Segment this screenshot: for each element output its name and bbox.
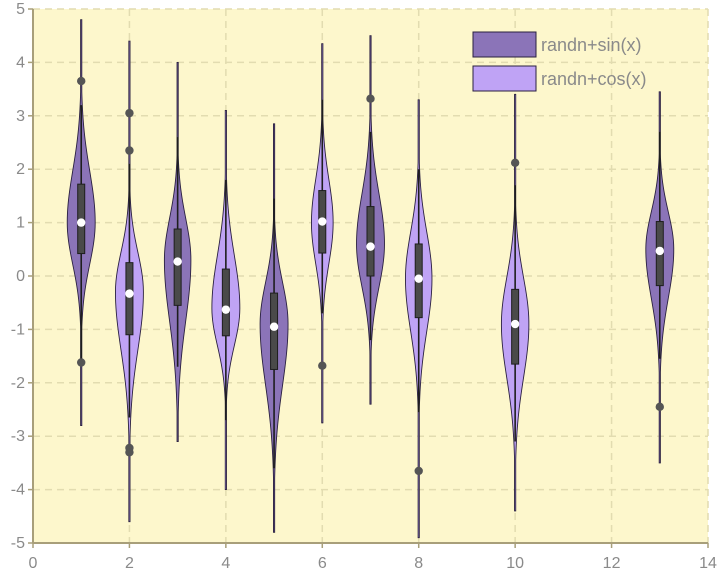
violin-iqr-box xyxy=(173,228,182,306)
x-tick-label: 14 xyxy=(699,555,717,572)
violin-median-point xyxy=(366,242,375,251)
violin-iqr-box xyxy=(366,206,375,277)
violin-group xyxy=(66,19,96,426)
violin-group xyxy=(259,123,289,533)
violin-median-point xyxy=(510,319,520,329)
y-tick-label: 3 xyxy=(16,108,25,125)
violin-median-point xyxy=(318,217,327,226)
legend-swatch xyxy=(472,65,537,92)
violin-group xyxy=(645,91,675,464)
y-tick-label: -5 xyxy=(11,535,25,552)
violin-iqr-box xyxy=(221,268,230,337)
y-tick-label: 0 xyxy=(16,268,25,285)
violin-median-point xyxy=(221,305,231,314)
violin-group xyxy=(356,35,385,405)
violin-outlier-point xyxy=(655,402,664,412)
violin-outlier-point xyxy=(77,358,86,367)
legend: randn+sin(x) randn+cos(x) xyxy=(472,31,647,92)
x-tick-label: 12 xyxy=(603,555,621,572)
violin-iqr-box xyxy=(125,262,134,336)
x-tick-label: 8 xyxy=(414,555,423,572)
violin-median-point xyxy=(77,218,86,227)
violin-outlier-point xyxy=(125,146,134,155)
y-tick-label: 4 xyxy=(16,54,25,71)
y-tick-label: -2 xyxy=(11,375,25,392)
violin-median-point xyxy=(173,257,182,266)
y-tick-label: 1 xyxy=(16,215,25,232)
violin-outlier-point xyxy=(510,158,520,167)
x-tick-label: 0 xyxy=(29,555,38,572)
violin-outlier-point xyxy=(366,94,375,103)
y-tick-label: -3 xyxy=(11,428,25,445)
violin-outlier-point xyxy=(414,466,423,476)
y-tick-label: -1 xyxy=(11,321,25,338)
x-tick-label: 6 xyxy=(318,555,327,572)
violins xyxy=(66,19,675,539)
violin-median-point xyxy=(655,246,664,256)
violin-median-point xyxy=(414,274,423,283)
violin-outlier-point xyxy=(125,108,134,118)
violin-median-point xyxy=(269,322,279,331)
x-tick-label: 10 xyxy=(506,555,524,572)
violin-median-point xyxy=(125,289,134,298)
violin-group xyxy=(405,99,433,539)
legend-label: randn+cos(x) xyxy=(541,69,647,89)
y-tick-label: 2 xyxy=(16,161,25,178)
x-tick-label: 2 xyxy=(125,555,134,572)
y-tick-label: 5 xyxy=(16,1,25,18)
y-tick-label: -4 xyxy=(11,482,25,499)
legend-swatch xyxy=(472,31,537,58)
violin-outlier-point xyxy=(125,448,134,457)
legend-label: randn+sin(x) xyxy=(541,35,642,55)
violin-group xyxy=(163,61,192,442)
violin-outlier-point xyxy=(77,76,86,86)
violin-group xyxy=(211,110,241,491)
violin-group xyxy=(114,40,144,523)
x-tick-label: 4 xyxy=(221,555,230,572)
violin-group xyxy=(500,93,530,512)
violin-iqr-box xyxy=(270,292,279,370)
violin-group xyxy=(311,43,334,424)
violin-outlier-point xyxy=(318,361,327,370)
